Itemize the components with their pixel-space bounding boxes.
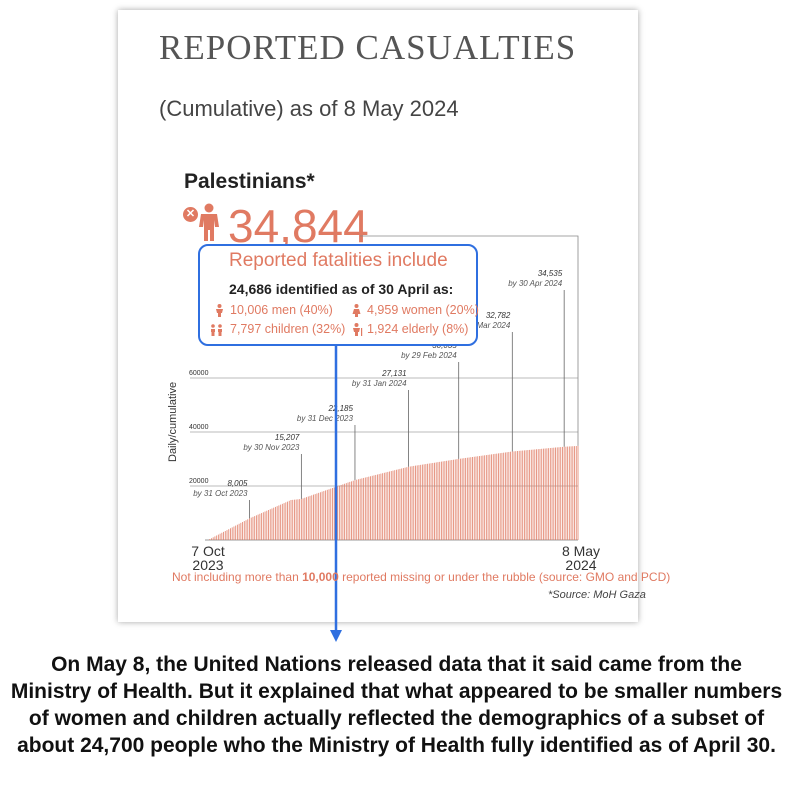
missing-note: Not including more than 10,000 reported … bbox=[172, 570, 670, 584]
note-prefix: Not including more than bbox=[172, 570, 303, 584]
group-label: Palestinians* bbox=[184, 170, 315, 193]
annotation-value: 32,782 bbox=[486, 311, 511, 320]
breakdown-elderly: 1,924 elderly (8%) bbox=[353, 322, 469, 336]
source-note: *Source: MoH Gaza bbox=[548, 589, 646, 601]
total-fatalities: 34,844 bbox=[228, 200, 369, 252]
annotation-date: by 31 Oct 2023 bbox=[193, 489, 248, 498]
annotation-date: by 31 Jan 2024 bbox=[352, 379, 407, 388]
y-tick-label: 60000 bbox=[189, 370, 209, 377]
annotation-value: 34,535 bbox=[538, 269, 563, 278]
x-start-label: 7 Oct 2023 bbox=[188, 544, 228, 572]
fatalities-callout-box bbox=[198, 244, 478, 346]
breakdown-children-label: 7,797 children (32%) bbox=[230, 322, 346, 336]
annotation-date: by 29 Feb 2024 bbox=[401, 351, 457, 360]
y-tick-label: 20000 bbox=[189, 478, 209, 485]
article-caption: On May 8, the United Nations released da… bbox=[10, 653, 783, 757]
fatality-cross-icon: ✕ bbox=[183, 207, 198, 222]
identified-count: 24,686 identified as of 30 April as: bbox=[229, 281, 454, 297]
annotation-date: by 31 Mar 2024 bbox=[455, 321, 511, 330]
page-subtitle: (Cumulative) as of 8 May 2024 bbox=[159, 96, 459, 121]
breakdown-women: 4,959 women (20%) bbox=[352, 303, 479, 317]
children-icon bbox=[211, 324, 222, 336]
annotation-value: 22,185 bbox=[327, 404, 353, 413]
breakdown-men-label: 10,006 men (40%) bbox=[230, 303, 333, 317]
annotation-date: by 30 Nov 2023 bbox=[243, 443, 300, 452]
breakdown-elderly-label: 1,924 elderly (8%) bbox=[367, 322, 469, 336]
total-leader bbox=[360, 235, 579, 446]
annotation-date: by 31 Dec 2023 bbox=[297, 414, 354, 423]
breakdown-women-label: 4,959 women (20%) bbox=[367, 303, 479, 317]
person-icon bbox=[196, 203, 222, 248]
x-end-label: 8 May 2024 bbox=[556, 544, 606, 572]
breakdown-men: 10,006 men (40%) bbox=[216, 303, 333, 317]
woman-icon bbox=[352, 304, 361, 317]
y-tick-label: 40000 bbox=[189, 424, 209, 431]
note-suffix: reported missing or under the rubble (so… bbox=[338, 570, 671, 584]
annotation-date: by 30 Apr 2024 bbox=[508, 279, 563, 288]
arrow-head bbox=[330, 630, 342, 642]
elderly-icon bbox=[353, 323, 363, 336]
annotation-value: 27,131 bbox=[381, 369, 406, 378]
breakdown-children: 7,797 children (32%) bbox=[211, 322, 346, 336]
annotation-value: 8,005 bbox=[227, 479, 248, 488]
man-icon bbox=[216, 304, 223, 317]
callout-title: Reported fatalities include bbox=[229, 250, 448, 271]
annotation-value: 15,207 bbox=[275, 433, 300, 442]
x-start-text: 7 Oct 2023 bbox=[191, 543, 225, 573]
y-axis-label: Daily/cumulative bbox=[167, 382, 179, 462]
page-title: REPORTED CASUALTIES bbox=[159, 28, 577, 67]
note-bold: 10,000 bbox=[302, 570, 339, 584]
x-end-text: 8 May 2024 bbox=[561, 543, 601, 573]
